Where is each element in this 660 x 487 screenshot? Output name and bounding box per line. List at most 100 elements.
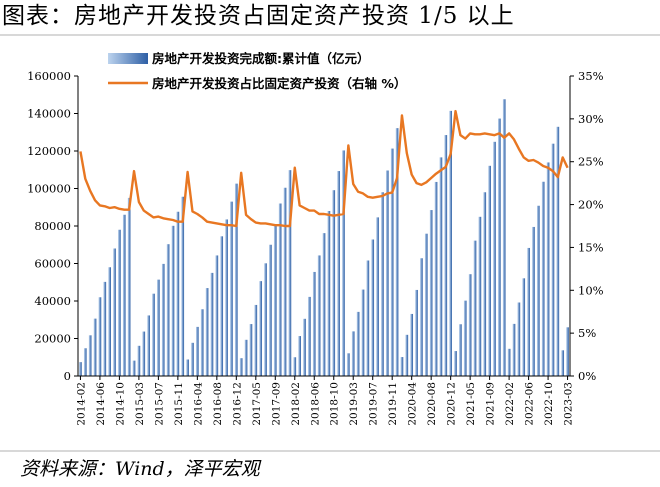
bar: [283, 187, 287, 376]
x-axis-tick-label: 2016-08: [212, 382, 224, 426]
bar: [400, 357, 404, 376]
bar: [215, 255, 219, 376]
left-axis-tick-label: 60000: [34, 257, 71, 271]
bar: [371, 239, 375, 376]
x-axis-tick-label: 2021-05: [465, 382, 477, 426]
bar: [322, 233, 326, 377]
bar: [327, 211, 331, 376]
bar: [298, 336, 301, 376]
bar: [361, 289, 365, 376]
bar: [191, 342, 194, 376]
bar: [415, 289, 418, 376]
bar: [527, 247, 530, 376]
x-axis-tick-label: 2019-11: [387, 382, 399, 426]
bar: [317, 255, 321, 376]
bar: [239, 358, 243, 376]
bar: [137, 345, 141, 376]
x-axis-tick-label: 2016-12: [231, 382, 243, 426]
share-line: [79, 109, 569, 228]
bar: [161, 263, 165, 377]
bar: [502, 99, 506, 376]
bar: [546, 162, 550, 376]
bar: [561, 350, 565, 376]
x-axis-tick-label: 2015-11: [173, 382, 185, 426]
bar: [478, 216, 482, 376]
legend-line-label: 房地产开发投资占比固定资产投资（右轴 %）: [152, 76, 406, 91]
bar: [88, 335, 92, 376]
bar: [288, 170, 292, 377]
bar: [410, 313, 414, 376]
bar: [278, 203, 282, 376]
bar: [376, 217, 379, 376]
right-axis-tick-label: 5%: [578, 326, 596, 340]
bar: [468, 274, 472, 376]
bar: [127, 197, 131, 377]
bar: [522, 278, 526, 376]
bar: [176, 211, 180, 376]
x-axis-tick-label: 2022-10: [543, 382, 555, 426]
bar: [366, 260, 370, 376]
bar: [541, 181, 545, 376]
bar: [473, 240, 477, 377]
x-axis-tick-label: 2021-09: [485, 382, 497, 426]
left-axis-tick-label: 0: [64, 369, 71, 383]
bar: [488, 165, 491, 376]
left-axis-tick-label: 80000: [34, 219, 71, 233]
bar: [308, 296, 311, 377]
right-axis-tick-label: 15%: [578, 240, 604, 254]
bar: [444, 135, 448, 376]
source-note: 资料来源：Wind，泽平宏观: [20, 458, 260, 480]
bar-series: [79, 99, 569, 377]
bar: [171, 225, 175, 376]
x-axis-tick-label: 2023-03: [563, 382, 575, 426]
x-axis-tick-label: 2022-02: [504, 382, 516, 426]
bar: [157, 279, 160, 377]
bar: [454, 351, 457, 376]
bar: [269, 244, 272, 376]
bar: [405, 334, 409, 376]
x-axis-tick-label: 2015-07: [153, 382, 165, 426]
left-axis-tick-label: 140000: [27, 107, 71, 121]
title-divider: [0, 34, 660, 36]
bar: [395, 128, 399, 377]
bar: [147, 315, 150, 376]
bar: [166, 244, 170, 376]
x-axis-tick-label: 2016-04: [192, 382, 204, 426]
bar: [424, 233, 428, 376]
bar: [210, 272, 214, 377]
x-axis-tick-label: 2014-10: [114, 382, 126, 426]
bar: [342, 150, 345, 376]
bar: [98, 297, 102, 376]
bar: [493, 141, 496, 376]
bar: [312, 271, 316, 376]
chart-title: 图表：房地产开发投资占固定资产投资 1/5 以上: [2, 3, 515, 29]
legend: 房地产开发投资完成额:累计值（亿元） 房地产开发投资占比固定资产投资（右轴 %）: [108, 51, 406, 91]
bar: [449, 110, 452, 377]
bar: [225, 219, 228, 376]
right-axis-tick-label: 10%: [578, 283, 604, 297]
right-axis-tick-label: 25%: [578, 155, 604, 169]
bar: [186, 359, 189, 376]
bar: [196, 326, 199, 377]
left-axis-tick-label: 160000: [27, 69, 71, 83]
bar: [264, 263, 267, 376]
x-axis-tick-label: 2014-06: [95, 382, 107, 426]
x-axis-tick-label: 2020-08: [426, 382, 438, 426]
left-axis-tick-label: 100000: [27, 182, 71, 196]
x-axis-tick-label: 2018-02: [290, 382, 302, 426]
bar: [249, 324, 253, 376]
bar: [254, 304, 258, 376]
bar: [420, 258, 423, 376]
right-axis-tick-label: 0%: [578, 369, 596, 383]
bar: [244, 339, 248, 376]
bar: [390, 148, 394, 376]
x-axis-tick-label: 2014-02: [75, 382, 87, 426]
legend-bar-swatch: [108, 53, 148, 64]
left-axis-tick-label: 20000: [34, 332, 71, 346]
bar: [439, 157, 443, 377]
bar: [337, 171, 340, 376]
bar: [434, 181, 438, 376]
right-axis-tick-label: 35%: [578, 69, 604, 83]
x-axis-tick-label: 2020-04: [407, 382, 419, 426]
left-axis-tick-label: 40000: [34, 294, 71, 308]
